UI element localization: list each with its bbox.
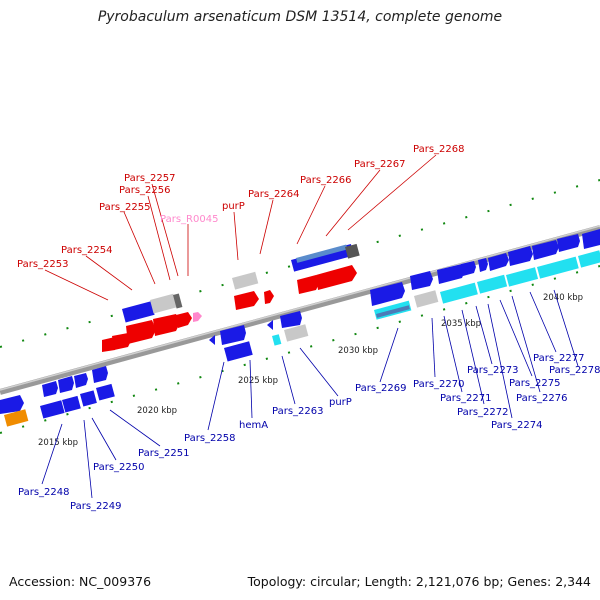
gene-purp-bottom[interactable] <box>283 324 309 342</box>
genome-summary-text: Topology: circular; Length: 2,121,076 bp… <box>247 574 591 589</box>
rna-pars-r0045[interactable] <box>193 312 202 322</box>
gene-pars-2249-c[interactable] <box>74 373 88 388</box>
gene-block-blue-1[interactable] <box>122 301 155 323</box>
gene-label: Pars_2269 <box>355 383 406 394</box>
top-strand-genes <box>102 243 360 352</box>
accession-text: Accession: NC_009376 <box>9 574 152 589</box>
gene-block-blue-9[interactable] <box>582 229 600 249</box>
gene-label: Pars_2258 <box>184 433 235 444</box>
gene-label: Pars_2275 <box>509 378 560 389</box>
gene-label: hemA <box>239 420 268 431</box>
gene-pars-2258[interactable] <box>209 335 215 345</box>
gene-block-steel-3[interactable] <box>376 305 410 318</box>
gene-label: purP <box>329 397 352 408</box>
gene-pars-2274[interactable] <box>488 253 509 271</box>
kbp-label: 2015 kbp <box>38 438 78 448</box>
gene-label: Pars_2274 <box>491 420 542 431</box>
gene-label: Pars_2264 <box>248 189 299 200</box>
kbp-label: 2040 kbp <box>543 293 583 303</box>
gene-pars-2276[interactable] <box>508 246 533 266</box>
labels-bottom: Pars_2248 Pars_2249 Pars_2250 Pars_2251 … <box>18 353 600 512</box>
gene-pars-2278[interactable] <box>557 234 580 252</box>
gene-pars-2263-a[interactable] <box>267 320 273 330</box>
gene-block-orange[interactable] <box>4 409 29 427</box>
gene-block-blue-5[interactable] <box>79 390 97 407</box>
gene-block-cyan-5[interactable] <box>537 256 579 279</box>
gene-label: Pars_2250 <box>93 462 144 473</box>
gene-pars-2273[interactable] <box>478 258 488 272</box>
gene-block-cyan-4[interactable] <box>505 267 539 287</box>
gene-block-blue-6[interactable] <box>96 383 115 401</box>
gene-block-gray-3[interactable] <box>413 290 439 308</box>
gene-block-blue-3[interactable] <box>40 400 65 419</box>
gene-block-dark-2[interactable] <box>345 243 360 259</box>
gene-label: Pars_2263 <box>272 406 323 417</box>
gene-label: purP <box>222 201 245 212</box>
gene-label: Pars_2256 <box>119 185 170 196</box>
gene-pars-2269[interactable] <box>370 282 405 306</box>
gene-label: Pars_2268 <box>413 144 464 155</box>
gene-block-steel-2[interactable] <box>296 244 348 263</box>
gene-label: Pars_2266 <box>300 175 351 186</box>
gene-label: Pars_2276 <box>516 393 567 404</box>
leader-lines-top <box>44 154 437 301</box>
gene-label: Pars_2248 <box>18 487 69 498</box>
gene-pars-2248[interactable] <box>0 395 24 414</box>
gene-pars-2256[interactable] <box>153 314 180 336</box>
gene-block-cyan-2[interactable] <box>440 282 478 304</box>
kbp-label: 2020 kbp <box>137 406 177 416</box>
gene-pars-2257[interactable] <box>176 312 192 328</box>
map-title: Pyrobaculum arsenaticum DSM 13514, compl… <box>97 9 503 25</box>
bottom-strand-genes <box>0 229 600 427</box>
gene-label: Pars_2278 <box>549 365 600 376</box>
gene-block-gray-2[interactable] <box>231 271 259 290</box>
gene-pars-2264[interactable] <box>264 290 274 304</box>
gene-label: Pars_2255 <box>99 202 150 213</box>
gene-block-blue-8[interactable] <box>280 311 302 328</box>
gene-pars-2271[interactable] <box>437 264 465 284</box>
gene-label: Pars_2272 <box>457 407 508 418</box>
gene-block-blue-4[interactable] <box>62 395 81 413</box>
gene-label: Pars_2254 <box>61 245 112 256</box>
gene-pars-2249-a[interactable] <box>42 381 58 397</box>
gene-pars-2254[interactable] <box>112 333 131 350</box>
gene-label: Pars_2267 <box>354 159 405 170</box>
gene-label: Pars_2273 <box>467 365 518 376</box>
kbp-label: 2035 kbp <box>441 319 481 329</box>
gene-label: Pars_R0045 <box>160 214 218 225</box>
leader-lines-bottom <box>41 289 579 499</box>
kbp-label: 2025 kbp <box>238 376 278 386</box>
gene-label: Pars_2277 <box>533 353 584 364</box>
gene-block-dark-1[interactable] <box>173 293 183 309</box>
gene-label: Pars_2271 <box>440 393 491 404</box>
gene-pars-2277[interactable] <box>532 240 559 260</box>
gene-block-cyan-3[interactable] <box>477 274 508 294</box>
gene-label: Pars_2253 <box>17 259 68 270</box>
gene-label: Pars_2249 <box>70 501 121 512</box>
gene-label: Pars_2270 <box>413 379 464 390</box>
gene-pars-2267[interactable] <box>316 265 357 290</box>
gene-block-cyan-6[interactable] <box>578 250 600 268</box>
gene-pars-2270[interactable] <box>410 271 433 290</box>
gene-hema[interactable] <box>224 341 253 362</box>
kbp-label: 2030 kbp <box>338 346 378 356</box>
gene-pars-2250-a[interactable] <box>92 366 108 383</box>
gene-pars-2255[interactable] <box>126 320 156 344</box>
labels-top: Pars_2253 Pars_2254 Pars_2255 Pars_2256 … <box>17 144 464 270</box>
gene-pars-2263[interactable] <box>272 334 282 346</box>
gene-label: Pars_2257 <box>124 173 175 184</box>
kbp-labels: 2015 kbp 2020 kbp 2025 kbp 2030 kbp 2035… <box>38 293 583 448</box>
gene-pars-2249-b[interactable] <box>58 376 74 393</box>
gene-label: Pars_2251 <box>138 448 189 459</box>
gene-purp-top[interactable] <box>234 291 259 310</box>
gene-pars-2266[interactable] <box>297 275 319 294</box>
gene-block-blue-7[interactable] <box>220 325 246 345</box>
gene-block-gray-1[interactable] <box>150 293 177 314</box>
gene-pars-2272[interactable] <box>461 261 476 276</box>
